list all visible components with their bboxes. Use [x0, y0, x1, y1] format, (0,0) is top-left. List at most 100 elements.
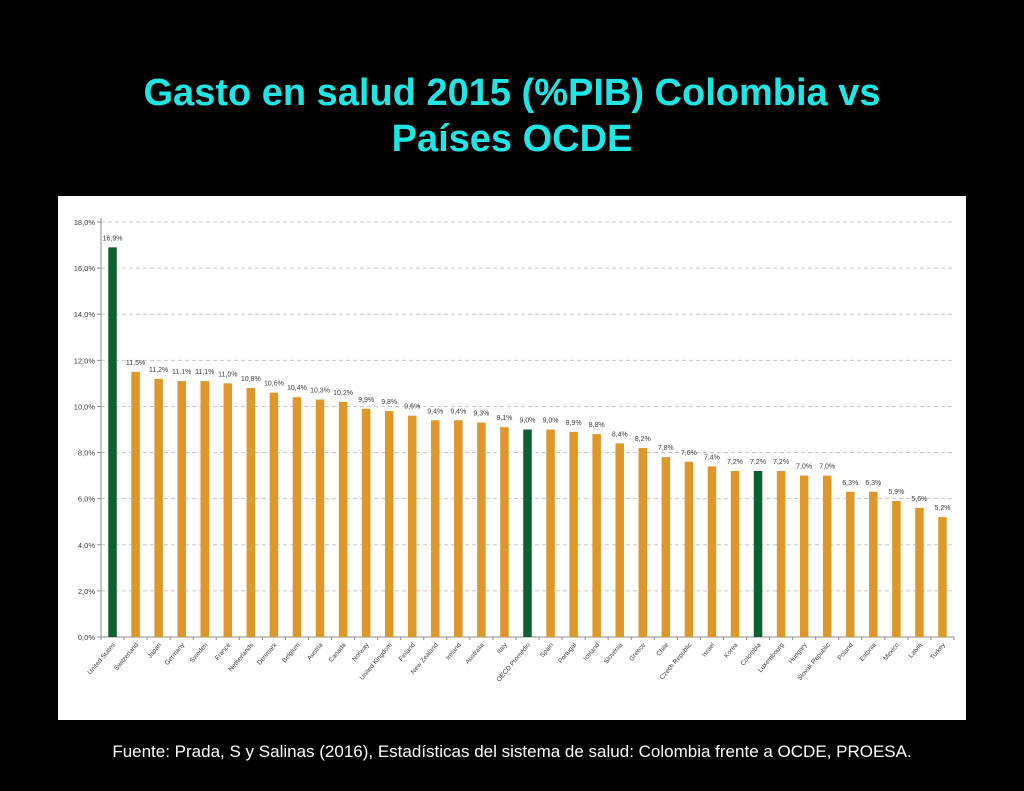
bar-netherlands [246, 388, 256, 637]
bar-latvia [915, 507, 924, 637]
data-label: 7,0% [819, 464, 835, 471]
bar-portugal [569, 431, 578, 637]
y-tick-label: 8,0% [78, 449, 95, 458]
bar-mexico [892, 500, 901, 637]
bar-finland [407, 415, 417, 637]
data-label: 11,5% [126, 360, 145, 367]
x-tick-label: Israel [701, 641, 717, 658]
data-label: 7,8% [658, 445, 674, 452]
slide-title-line-2: Países OCDE [391, 118, 633, 160]
y-tick-label: 10,0% [74, 402, 96, 411]
data-label: 9,3% [473, 411, 489, 418]
bar-korea [730, 471, 740, 637]
bar-sweden [200, 381, 209, 637]
data-label: 9,1% [496, 415, 512, 422]
x-tick-label: Norway [351, 641, 371, 663]
x-tick-label: Colombia [740, 642, 763, 668]
data-label: 8,8% [589, 422, 605, 429]
data-label: 8,2% [635, 436, 651, 443]
x-tick-label: Slovenia [603, 641, 625, 665]
x-tick-label: Austria [306, 641, 325, 661]
data-label: 5,6% [911, 496, 927, 503]
data-label: 16,9% [103, 235, 123, 242]
data-label: 9,4% [450, 408, 466, 415]
y-tick-label: 14,0% [74, 310, 96, 319]
bar-spain [546, 429, 555, 637]
x-tick-label: Canada [328, 642, 348, 664]
data-label: 7,2% [727, 459, 743, 466]
data-label: 9,8% [381, 399, 397, 406]
y-tick-label: 2,0% [78, 587, 95, 596]
y-tick-label: 4,0% [78, 541, 95, 550]
x-tick-label: Switzerland [113, 641, 140, 672]
data-label: 9,9% [358, 397, 374, 404]
bar-oecd-promedio [523, 429, 532, 637]
bar-japan [154, 378, 163, 637]
x-tick-label: Spain [539, 641, 555, 659]
data-label: 11,1% [195, 369, 214, 376]
bar-ireland [454, 420, 463, 637]
y-tick-label: 0,0% [78, 633, 95, 642]
data-label: 7,6% [681, 450, 697, 457]
x-tick-label: Estonia [859, 641, 879, 662]
bar-germany [177, 381, 186, 637]
x-tick-label: Chile [655, 641, 670, 657]
slide-title-line-1: Gasto en salud 2015 (%PIB) Colombia vs [143, 72, 881, 114]
data-label: 7,4% [704, 454, 720, 461]
bar-poland [846, 491, 855, 637]
bar-slovak-republic [822, 475, 832, 637]
bar-israel [707, 466, 717, 637]
x-tick-label: Australia [464, 641, 486, 665]
data-label: 11,2% [149, 367, 168, 374]
x-tick-label: Denmark [256, 641, 279, 666]
data-label: 9,0% [543, 418, 559, 425]
data-label: 11,0% [218, 371, 237, 378]
bar-chart: 0,0% 2,0% 4,0% 6,0% 8,0% 10,0% 12,0% 14,0% 16,0%… [74, 218, 955, 683]
data-label: 6,3% [842, 480, 858, 487]
bar-estonia [869, 491, 878, 637]
data-label: 10,4% [287, 385, 307, 392]
data-label: 7,2% [773, 459, 789, 466]
data-label: 7,2% [750, 459, 766, 466]
source-note: Fuente: Prada, S y Salinas (2016), Estad… [112, 742, 912, 761]
data-label: 11,1% [172, 369, 191, 376]
x-tick-label: Finland [398, 641, 417, 662]
y-tick-label: 18,0% [74, 218, 96, 227]
bar-luxembourg [776, 471, 786, 637]
x-tick-label: Turkey [929, 641, 947, 661]
bar-austria [315, 399, 325, 637]
data-label: 9,6% [404, 404, 420, 411]
slide-title: Gasto en salud 2015 (%PIB) Colombia vs P… [0, 70, 1024, 162]
x-tick-label: Greece [628, 642, 647, 663]
data-label: 5,9% [888, 489, 904, 496]
x-tick-label: Iceland [582, 641, 601, 662]
bar-united-kingdom [384, 411, 394, 637]
y-tick-label: 16,0% [74, 264, 96, 273]
data-label: 10,3% [310, 388, 330, 395]
bar-italy [500, 427, 509, 637]
x-tick-label: United States [87, 641, 118, 676]
bar-australia [477, 422, 486, 637]
x-tick-label: Italy [496, 641, 510, 655]
bar-norway [361, 408, 371, 637]
bar-new-zealand [431, 420, 440, 637]
bar-turkey [938, 517, 947, 637]
bar-slovenia [615, 443, 624, 637]
x-tick-label: Latvia [907, 642, 924, 660]
bar-greece [638, 447, 648, 637]
y-tick-label: 12,0% [74, 356, 96, 365]
data-label: 10,8% [241, 376, 261, 383]
x-tick-label: France [214, 641, 233, 661]
bar-iceland [592, 434, 601, 637]
data-label: 5,2% [934, 505, 950, 512]
x-tick-label: Belgium [281, 642, 301, 664]
bar-hungary [799, 475, 809, 637]
data-label: 10,2% [333, 390, 353, 397]
bar-united-states [108, 247, 117, 638]
x-tick-label: Germany [164, 641, 187, 667]
bar-belgium [292, 397, 302, 637]
x-tick-label: Ireland [445, 641, 463, 661]
x-tick-label: Korea [723, 642, 740, 660]
data-label: 8,4% [612, 431, 628, 438]
